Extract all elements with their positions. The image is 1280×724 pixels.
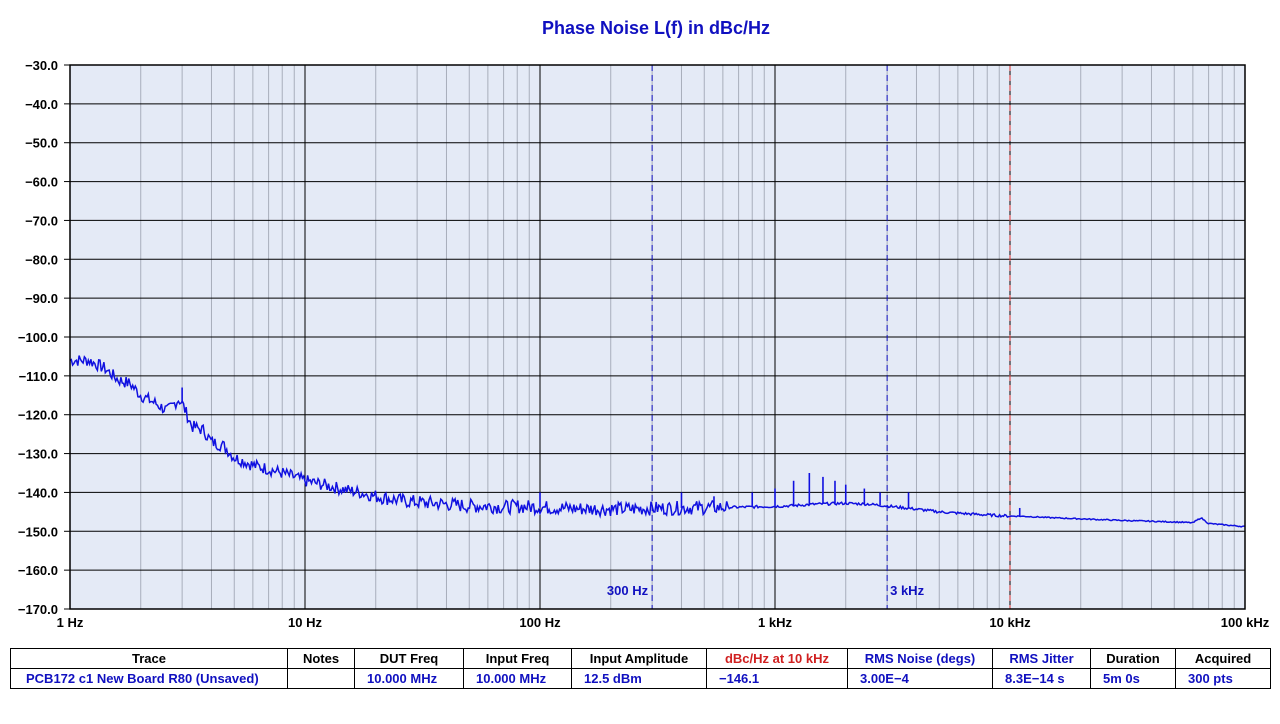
- cell-input-amplitude: 12.5 dBm: [571, 668, 707, 689]
- x-tick-label: 1 Hz: [57, 615, 84, 630]
- header-duration: Duration: [1090, 648, 1176, 669]
- cell-duration: 5m 0s: [1090, 668, 1176, 689]
- summary-table: Trace Notes DUT Freq Input Freq Input Am…: [10, 648, 1271, 689]
- cell-input-freq: 10.000 MHz: [463, 668, 572, 689]
- y-tick-label: −130.0: [18, 447, 58, 462]
- cell-rms-noise: 3.00E−4: [847, 668, 993, 689]
- y-tick-label: −80.0: [25, 252, 58, 267]
- header-input-amplitude: Input Amplitude: [571, 648, 707, 669]
- y-tick-label: −100.0: [18, 330, 58, 345]
- table-row[interactable]: PCB172 c1 New Board R80 (Unsaved) 10.000…: [10, 668, 1271, 689]
- y-tick-label: −40.0: [25, 97, 58, 112]
- header-acquired: Acquired: [1175, 648, 1271, 669]
- header-notes: Notes: [287, 648, 355, 669]
- cell-trace: PCB172 c1 New Board R80 (Unsaved): [10, 668, 288, 689]
- header-trace: Trace: [10, 648, 288, 669]
- x-tick-label: 10 Hz: [288, 615, 322, 630]
- x-tick-label: 100 kHz: [1221, 615, 1270, 630]
- y-tick-label: −150.0: [18, 524, 58, 539]
- y-tick-label: −30.0: [25, 58, 58, 73]
- header-rms-noise: RMS Noise (degs): [847, 648, 993, 669]
- cell-notes: [287, 668, 355, 689]
- cell-dbc-at-10khz: −146.1: [706, 668, 848, 689]
- x-tick-label: 1 kHz: [758, 615, 792, 630]
- y-tick-label: −60.0: [25, 175, 58, 190]
- y-tick-label: −120.0: [18, 408, 58, 423]
- header-dbc-at-10khz: dBc/Hz at 10 kHz: [706, 648, 848, 669]
- cell-dut-freq: 10.000 MHz: [354, 668, 464, 689]
- header-input-freq: Input Freq: [463, 648, 572, 669]
- y-tick-label: −110.0: [19, 369, 58, 384]
- chart-title: Phase Noise L(f) in dBc/Hz: [541, 18, 771, 38]
- cell-rms-jitter: 8.3E−14 s: [992, 668, 1091, 689]
- x-tick-label: 100 Hz: [519, 615, 561, 630]
- header-rms-jitter: RMS Jitter: [992, 648, 1091, 669]
- summary-header-row: Trace Notes DUT Freq Input Freq Input Am…: [10, 648, 1271, 669]
- phase-noise-plot: 300 Hz 3 kHz −30.0 −40.0 −50.0 −60.0 −70.0 −80.…: [18, 58, 1270, 630]
- y-tick-label: −50.0: [25, 136, 58, 151]
- y-tick-label: −160.0: [18, 563, 58, 578]
- header-dut-freq: DUT Freq: [354, 648, 464, 669]
- marker-label-3khz: 3 kHz: [890, 583, 924, 598]
- marker-label-300hz: 300 Hz: [607, 583, 649, 598]
- x-tick-label: 10 kHz: [989, 615, 1031, 630]
- y-tick-label: −70.0: [25, 213, 58, 228]
- y-tick-label: −140.0: [18, 485, 58, 500]
- phase-noise-trace: [69, 355, 1245, 528]
- y-tick-label: −90.0: [25, 291, 58, 306]
- cell-acquired: 300 pts: [1175, 668, 1271, 689]
- y-tick-label: −170.0: [18, 602, 58, 617]
